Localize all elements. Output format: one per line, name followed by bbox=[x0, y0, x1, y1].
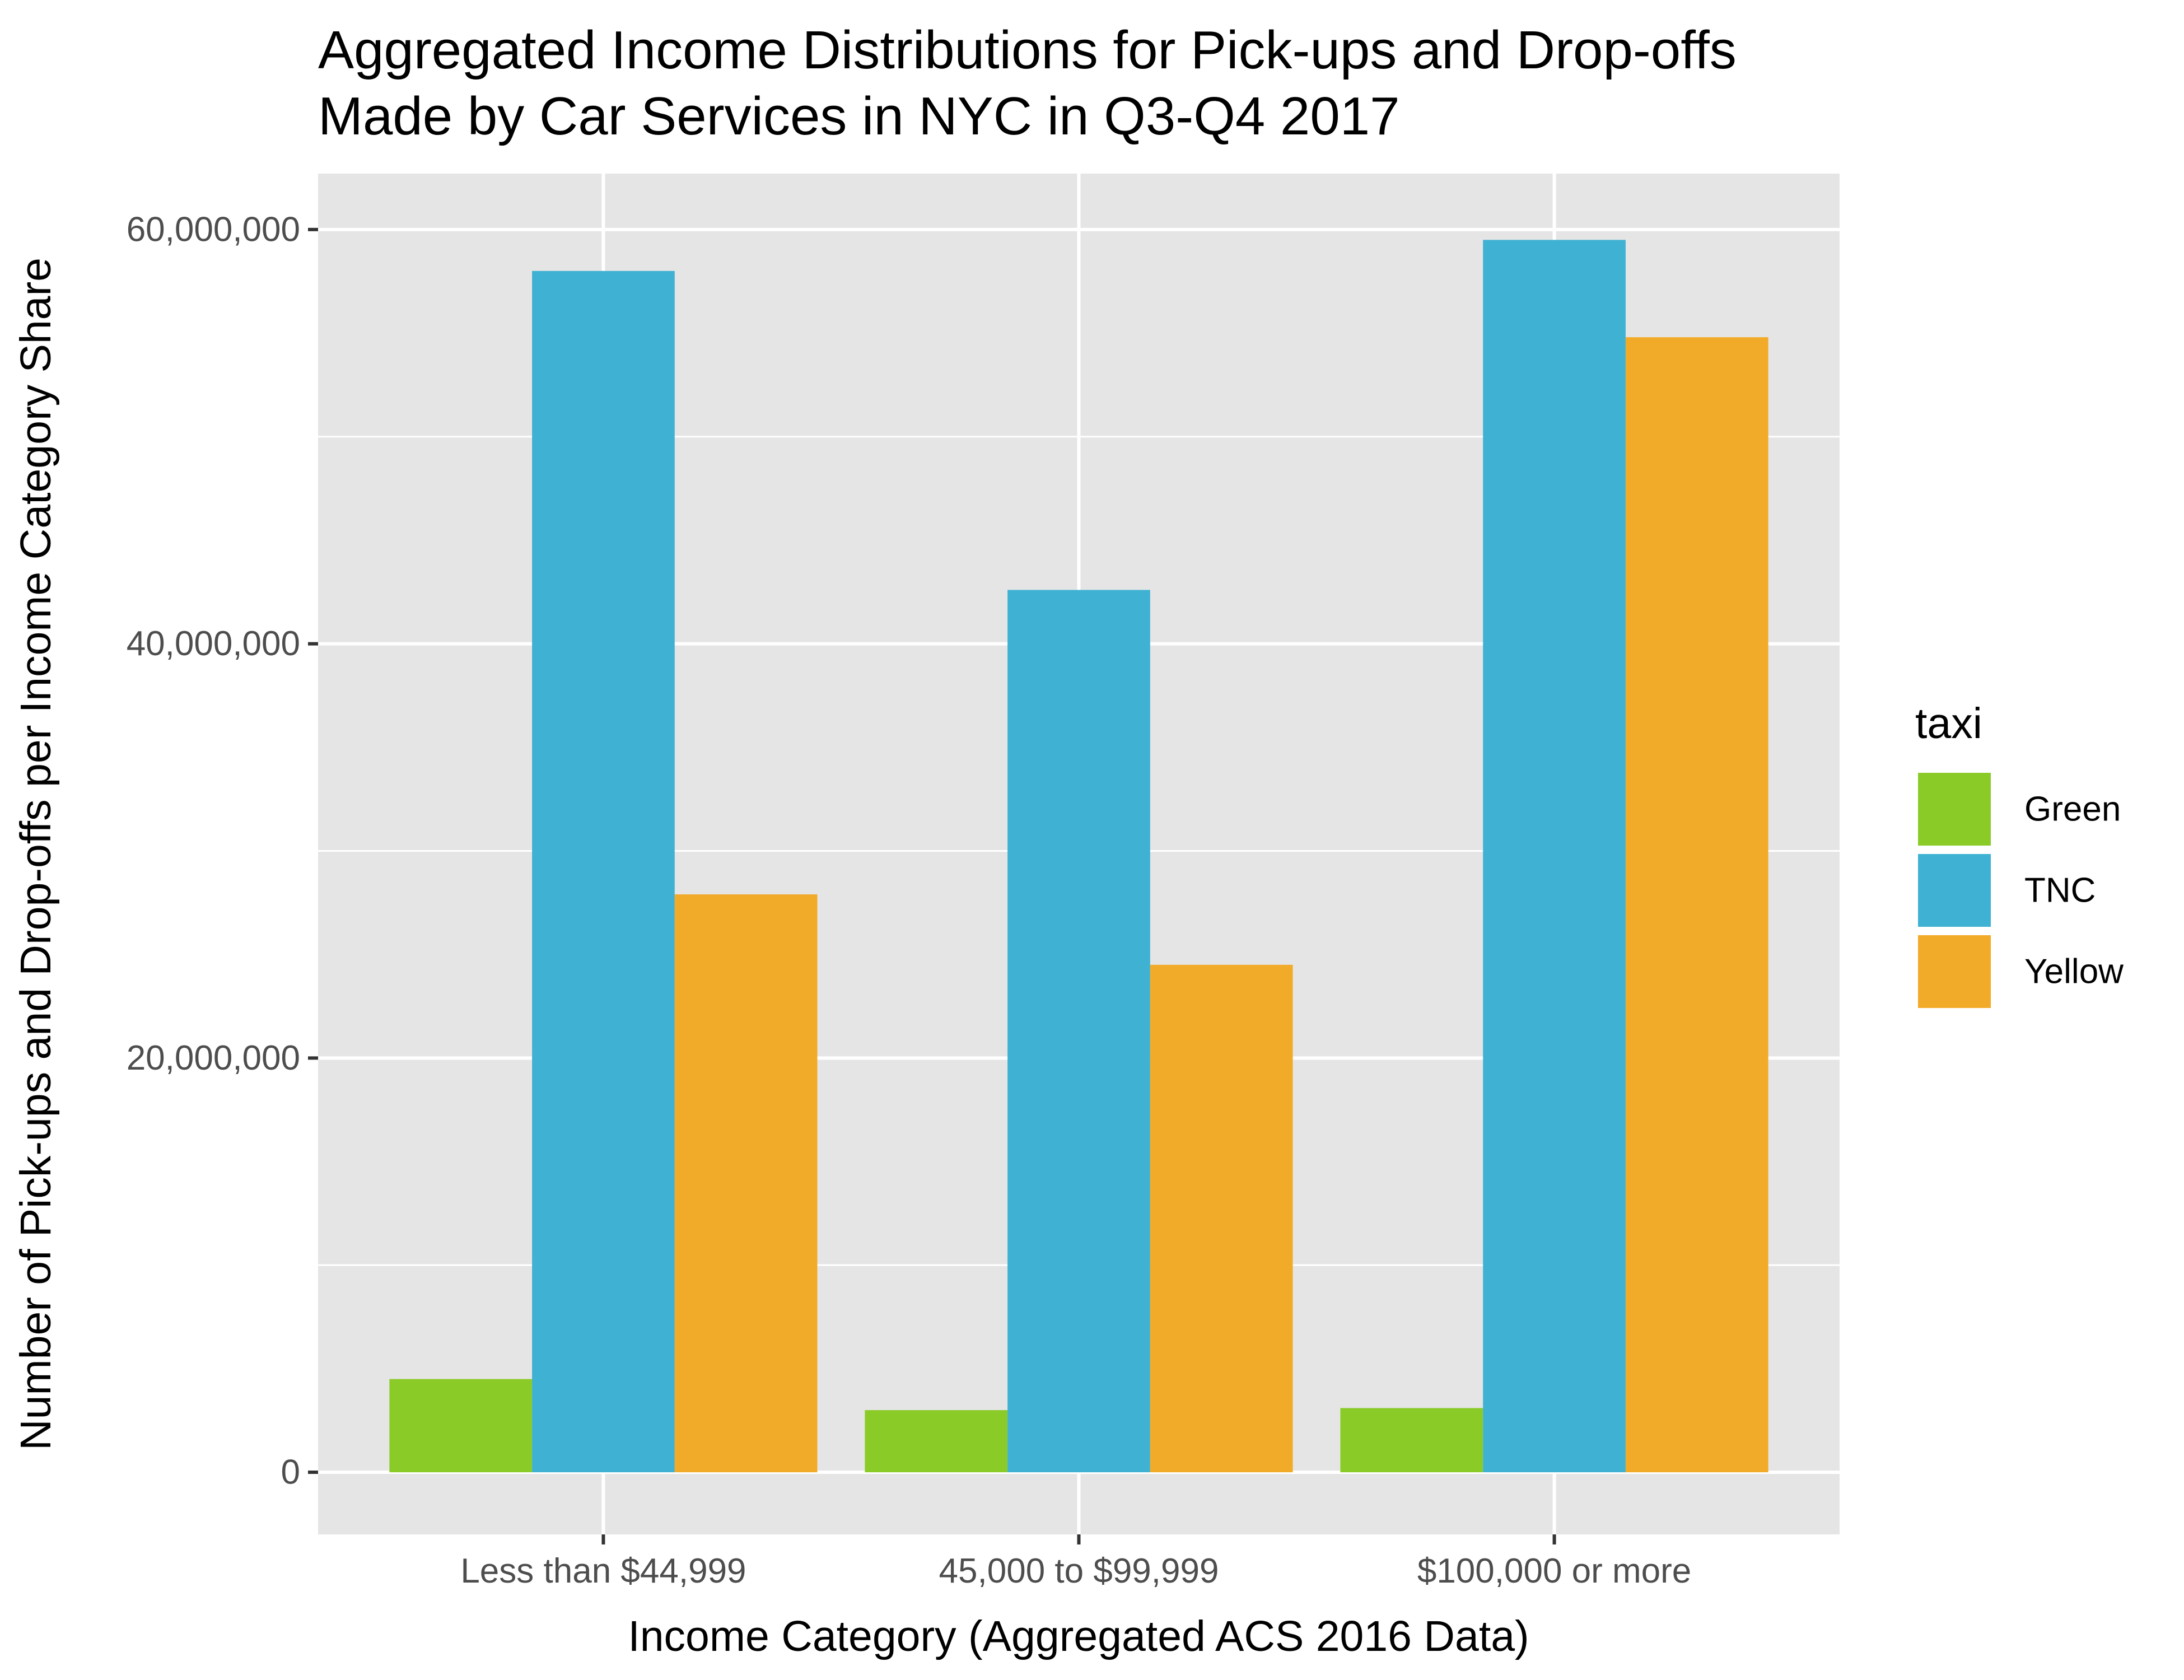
bar-tnc-3 bbox=[1483, 240, 1626, 1473]
legend-key-green bbox=[1918, 773, 1991, 846]
bars bbox=[389, 240, 1768, 1473]
y-tick-label: 0 bbox=[281, 1453, 300, 1492]
y-tick-label: 40,000,000 bbox=[127, 624, 300, 663]
bar-yellow-2 bbox=[1150, 964, 1293, 1473]
bar-green-2 bbox=[865, 1410, 1008, 1473]
x-axis: Less than $44,999 45,000 to $99,999 $100,0… bbox=[460, 1534, 1691, 1590]
chart-title-line-1: Aggregated Income Distributions for Pick… bbox=[318, 20, 1737, 80]
x-tick-label: 45,000 to $99,999 bbox=[939, 1552, 1219, 1590]
y-axis: 0 20,000,000 40,000,000 60,000,000 bbox=[127, 210, 318, 1492]
bar-tnc-2 bbox=[1007, 590, 1150, 1473]
legend-title: taxi bbox=[1915, 699, 1982, 748]
bar-yellow-3 bbox=[1625, 337, 1768, 1473]
bar-green-1 bbox=[389, 1379, 533, 1473]
y-tick-label: 60,000,000 bbox=[127, 210, 300, 249]
legend: taxi Green TNC Yellow bbox=[1915, 699, 2124, 1008]
x-tick-label: Less than $44,999 bbox=[460, 1552, 746, 1590]
legend-key-yellow bbox=[1918, 935, 1991, 1008]
y-tick-label: 20,000,000 bbox=[127, 1039, 300, 1077]
legend-key-tnc bbox=[1918, 854, 1991, 927]
legend-label-yellow: Yellow bbox=[2024, 953, 2124, 991]
bar-green-3 bbox=[1340, 1408, 1483, 1473]
y-axis-title: Number of Pick-ups and Drop-offs per Inc… bbox=[12, 258, 60, 1450]
legend-label-green: Green bbox=[2024, 790, 2121, 829]
bar-yellow-1 bbox=[674, 894, 818, 1473]
x-tick-label: $100,000 or more bbox=[1417, 1552, 1691, 1590]
chart-title-line-2: Made by Car Services in NYC in Q3-Q4 201… bbox=[318, 86, 1399, 146]
legend-label-tnc: TNC bbox=[2024, 871, 2096, 910]
x-axis-title: Income Category (Aggregated ACS 2016 Dat… bbox=[628, 1612, 1529, 1660]
bar-tnc-1 bbox=[532, 270, 675, 1473]
